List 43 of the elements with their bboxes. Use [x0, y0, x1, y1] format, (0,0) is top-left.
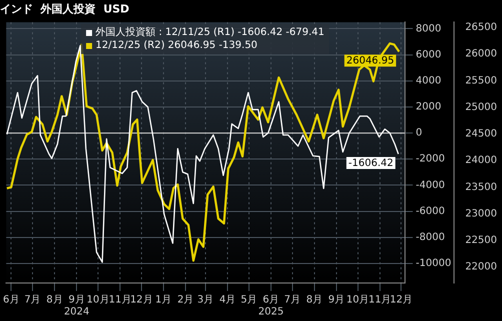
x-tick-label: 9月: [328, 294, 345, 306]
y2-tick-label: 26500: [465, 22, 497, 34]
x-tick-label: 1月: [155, 294, 172, 306]
chart-title: インド 外国人投資 USD: [0, 2, 130, 16]
x-tick-label: 12月: [390, 294, 413, 306]
x-tick-label: 5月: [240, 294, 258, 306]
y-tick-label: -2000: [416, 154, 445, 165]
y-tick-label: -8000: [416, 232, 445, 243]
y2-tick-label: 23000: [465, 208, 497, 220]
y2-tick-label: 24000: [465, 155, 497, 166]
y-tick-label: 6000: [416, 49, 442, 60]
data-label: 26046.95: [346, 56, 394, 67]
y-tick-label: -10000: [416, 258, 452, 270]
legend-label: 外国人投資額 : 12/11/25 (R1) -1606.42 -679.41: [96, 26, 324, 40]
x-tick-label: 4月: [219, 294, 236, 306]
x-tick-label: 8月: [306, 294, 323, 306]
y2-tick-label: 24500: [465, 128, 497, 140]
y-tick-label: -6000: [416, 206, 445, 217]
data-label: -1606.42: [348, 158, 394, 170]
x-tick-label: 10月: [86, 294, 110, 306]
x-tick-label: 7月: [24, 294, 41, 306]
x-tick-label: 11月: [368, 294, 392, 306]
y2-tick-label: 23500: [465, 182, 497, 193]
y-tick-label: 8000: [416, 23, 442, 34]
x-tick-label: 6月: [2, 294, 20, 306]
y-tick-label: 0: [416, 128, 422, 139]
x-tick-label: 12月: [130, 294, 153, 306]
y2-tick-label: 22000: [465, 262, 497, 273]
x-tick-label: 6月 2025: [258, 294, 284, 318]
y2-tick-label: 25000: [465, 102, 497, 113]
y-tick-label: -4000: [416, 180, 445, 191]
x-tick-label: 8月: [46, 294, 63, 306]
x-tick-label: 7月: [284, 294, 301, 306]
x-tick-label: 3月: [197, 294, 214, 306]
x-tick-label: 2月: [177, 294, 194, 306]
legend-label: 12/12/25 (R2) 26046.95 -139.50: [96, 39, 258, 52]
y2-tick-label: 25500: [465, 75, 497, 86]
y2-tick-label: 22500: [465, 235, 497, 246]
y-tick-label: 2000: [416, 102, 442, 113]
x-tick-label: 11月: [108, 294, 132, 306]
y2-tick-label: 26000: [465, 48, 497, 60]
y-tick-label: 4000: [416, 75, 442, 86]
x-tick-label: 10月: [346, 294, 370, 306]
